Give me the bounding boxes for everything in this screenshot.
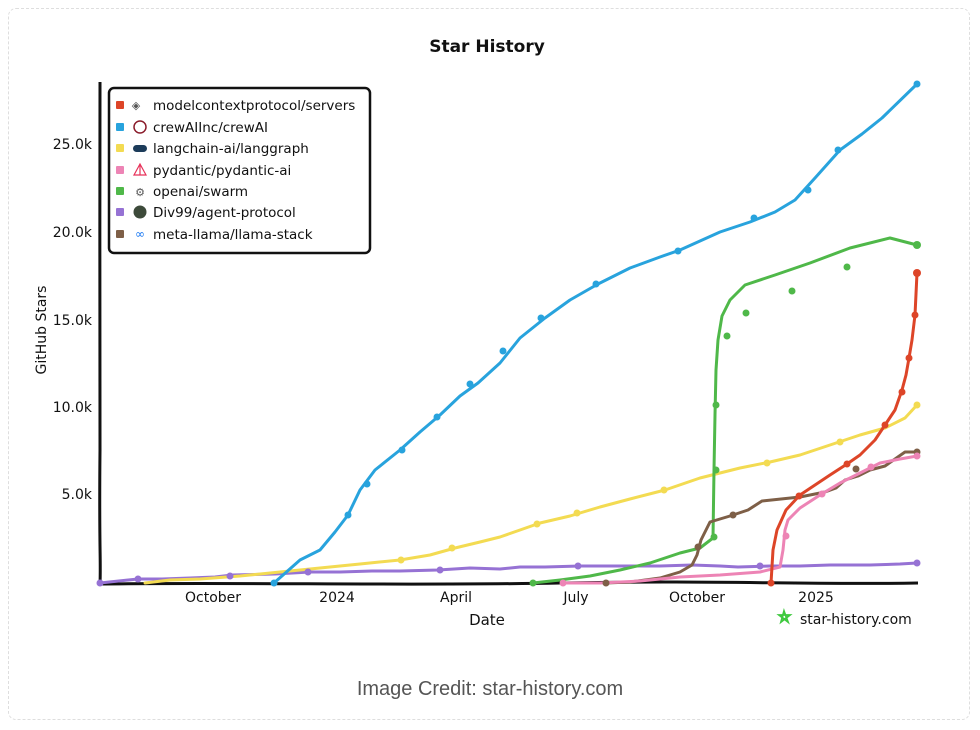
x-tick: April (440, 590, 472, 606)
legend-swatch (116, 208, 124, 216)
y-axis (98, 81, 102, 585)
x-tick: July (562, 590, 588, 606)
legend-swatch (116, 101, 124, 109)
legend: ◈ modelcontextprotocol/servers crewAIInc… (107, 86, 372, 255)
legend-item: meta-llama/llama-stack (153, 227, 313, 243)
legend-swatch (116, 166, 124, 174)
y-tick: 10.0k (53, 400, 93, 416)
series-line-pydantic (561, 454, 919, 585)
y-tick: 20.0k (53, 225, 93, 241)
x-tick: 2025 (798, 590, 834, 606)
y-tick: 5.0k (62, 487, 93, 503)
mcp-icon: ◈ (132, 99, 141, 112)
x-axis-label: Date (469, 611, 505, 629)
x-tick: 2024 (319, 590, 355, 606)
series-line-crewai (272, 82, 919, 585)
card-frame (8, 8, 970, 720)
watermark-text: star-history.com (800, 612, 912, 628)
series-line-swarm (531, 236, 919, 585)
crewai-icon (133, 120, 147, 134)
legend-item: crewAIInc/crewAI (153, 120, 268, 136)
legend-item: modelcontextprotocol/servers (153, 98, 355, 114)
legend-swatch (116, 187, 124, 195)
y-axis-label: GitHub Stars (34, 286, 50, 375)
series-line-mcp (769, 271, 919, 585)
series-markers (96, 80, 921, 587)
legend-item: langchain-ai/langgraph (153, 141, 309, 157)
series-line-llama-stack (604, 450, 919, 585)
series-line-div99 (98, 561, 919, 585)
legend-swatch (116, 230, 124, 238)
openai-icon: ⚙ (135, 186, 145, 199)
y-tick: 15.0k (53, 313, 93, 329)
langgraph-icon (133, 145, 147, 152)
y-tick-labels: 5.0k 10.0k 15.0k 20.0k 25.0k (53, 137, 93, 503)
chart-title: Star History (429, 37, 545, 57)
legend-item: openai/swarm (153, 184, 248, 200)
div99-avatar-icon (133, 205, 147, 219)
x-axis (97, 580, 919, 586)
meta-icon: ∞ (135, 227, 145, 241)
x-tick-labels: October 2024 April July October 2025 (185, 590, 834, 606)
star-logo-icon (776, 608, 793, 625)
legend-swatch (116, 144, 124, 152)
x-tick: October (669, 590, 725, 606)
legend-swatch (116, 123, 124, 131)
image-credit: Image Credit: star-history.com (356, 678, 624, 700)
legend-item: pydantic/pydantic-ai (153, 163, 291, 179)
x-tick: October (185, 590, 241, 606)
pydantic-icon (132, 162, 148, 176)
legend-item: Div99/agent-protocol (153, 205, 296, 221)
y-tick: 25.0k (53, 137, 93, 153)
watermark: star-history.com (776, 608, 912, 628)
